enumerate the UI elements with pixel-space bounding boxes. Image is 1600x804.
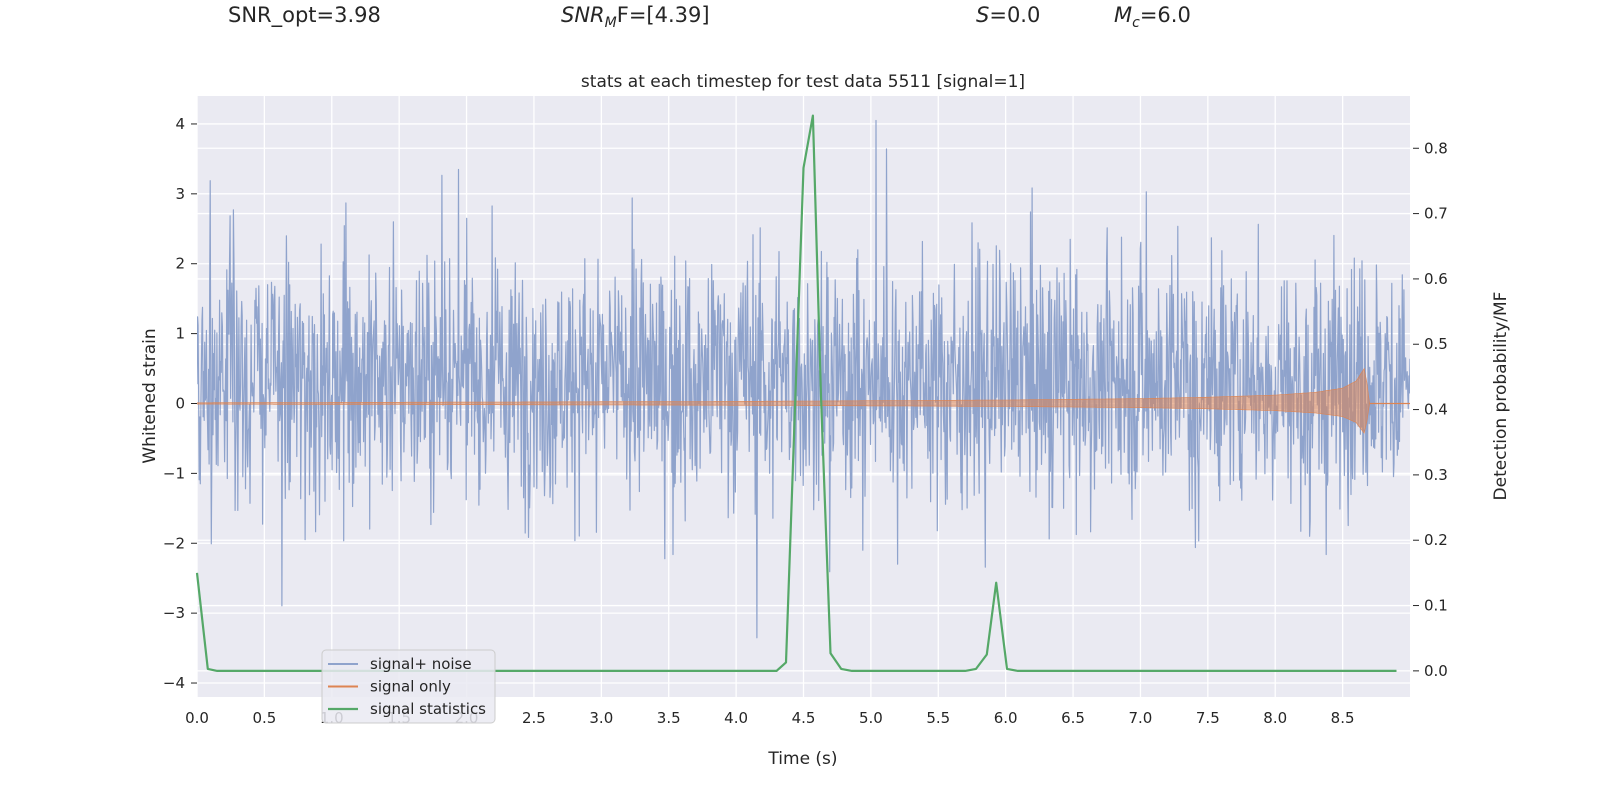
y-tick-label-right: 0.0 [1424, 662, 1448, 680]
x-tick-label: 5.5 [926, 709, 950, 727]
y-tick-label-left: −3 [163, 604, 185, 622]
x-tick-label: 8.0 [1263, 709, 1287, 727]
chart-title: stats at each timestep for test data 551… [581, 72, 1025, 92]
signal-noise-line [197, 119, 1410, 639]
s-label: S=0.0 [976, 3, 1040, 27]
x-tick-label: 2.5 [522, 709, 546, 727]
y-tick-label-left: −1 [163, 464, 185, 482]
x-tick-label: 3.0 [589, 709, 613, 727]
x-tick-label: 8.5 [1331, 709, 1355, 727]
x-tick-label: 7.5 [1196, 709, 1220, 727]
x-axis-label: Time (s) [767, 749, 837, 769]
y-axis-label-right: Detection probability/MF [1491, 292, 1511, 501]
y-tick-label-left: 4 [175, 115, 185, 133]
y-tick-label-right: 0.7 [1424, 205, 1448, 223]
x-tick-label: 0.5 [252, 709, 276, 727]
y-tick-label-right: 0.5 [1424, 335, 1448, 353]
legend: signal+ noise signal only signal statistic… [321, 649, 496, 724]
y-tick-label-left: 2 [175, 255, 185, 273]
x-tick-label: 4.5 [792, 709, 816, 727]
legend-label: signal+ noise [370, 655, 472, 673]
signal-statistics-line [195, 114, 1397, 673]
y-tick-label-left: −4 [163, 674, 185, 692]
y-tick-label-left: 1 [175, 325, 185, 343]
snr-opt-label: SNR_opt=3.98 [228, 3, 381, 28]
y-tick-label-right: 0.8 [1424, 139, 1448, 157]
x-tick-label: 6.0 [994, 709, 1018, 727]
plot-layer [195, 96, 1410, 697]
signal-only-band [197, 367, 1370, 434]
x-tick-label: 6.5 [1061, 709, 1085, 727]
y-tick-label-right: 0.3 [1424, 466, 1448, 484]
snr-mf-label: SNRMF=[4.39] [561, 3, 710, 31]
x-tick-label: 7.0 [1129, 709, 1153, 727]
y-tick-label-right: 0.4 [1424, 401, 1448, 419]
x-tick-label: 0.0 [185, 709, 209, 727]
y-tick-label-left: −2 [163, 534, 185, 552]
y-tick-label-right: 0.6 [1424, 270, 1448, 288]
signal-only-group [197, 367, 1410, 434]
legend-layer: signal+ noise signal only signal statistic… [321, 649, 496, 724]
header-layer: SNR_opt=3.98 SNRMF=[4.39] S=0.0 Mc=6.0 [228, 3, 1191, 31]
x-tick-label: 5.0 [859, 709, 883, 727]
signal-noise-group [197, 119, 1410, 639]
mc-label: Mc=6.0 [1114, 3, 1191, 31]
legend-box [321, 649, 496, 724]
y-tick-label-left: 3 [175, 185, 185, 203]
x-tick-label: 4.0 [724, 709, 748, 727]
y-tick-label-left: 0 [175, 394, 185, 412]
legend-label: signal only [370, 678, 451, 696]
y-tick-label-right: 0.1 [1424, 597, 1448, 615]
y-tick-label-right: 0.2 [1424, 531, 1448, 549]
y-axis-label-left: Whitened strain [140, 328, 160, 463]
x-tick-label: 3.5 [657, 709, 681, 727]
legend-label: signal statistics [370, 700, 486, 718]
